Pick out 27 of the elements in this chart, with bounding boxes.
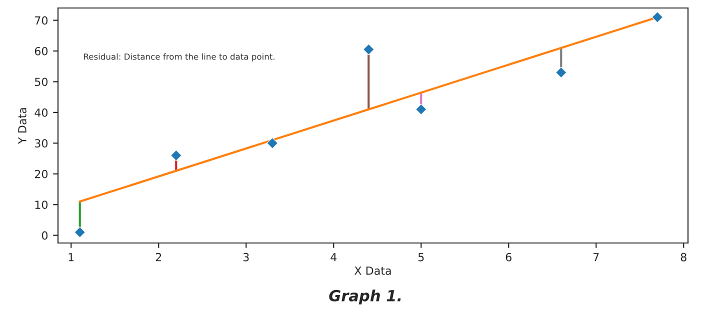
point	[415, 104, 427, 116]
caption: Graph 1.	[329, 290, 401, 304]
y-tick-label: 70	[35, 16, 48, 25]
x-tick-label: 4	[330, 253, 337, 262]
x-tick-label: 2	[156, 252, 162, 262]
x-tick-label: 3	[243, 252, 249, 262]
y-tick-label: 10	[35, 200, 48, 209]
annotation: Residual: Distance from the line to data point.	[84, 53, 274, 62]
y-axis-title: Y Data	[18, 108, 26, 144]
x-tick-label: 1	[68, 253, 74, 262]
point	[362, 44, 374, 56]
point	[652, 12, 664, 23]
point	[74, 226, 86, 238]
x-axis-title: X Data	[354, 266, 391, 275]
x-tick-label: 7	[594, 253, 599, 262]
point	[170, 150, 182, 162]
y-tick-label: 40	[34, 108, 48, 117]
y-tick-label: 30	[34, 139, 48, 148]
y-tick-label: 20	[34, 170, 48, 178]
y-tick-label: 60	[34, 46, 48, 56]
x-tick-label: 8	[680, 252, 686, 262]
x-tick-label: 6	[506, 252, 512, 262]
x-tick-label: 5	[418, 253, 424, 262]
y-tick-label: 50	[34, 78, 48, 86]
point	[555, 66, 567, 78]
point	[266, 137, 278, 149]
y-tick-label: 0	[42, 231, 48, 240]
